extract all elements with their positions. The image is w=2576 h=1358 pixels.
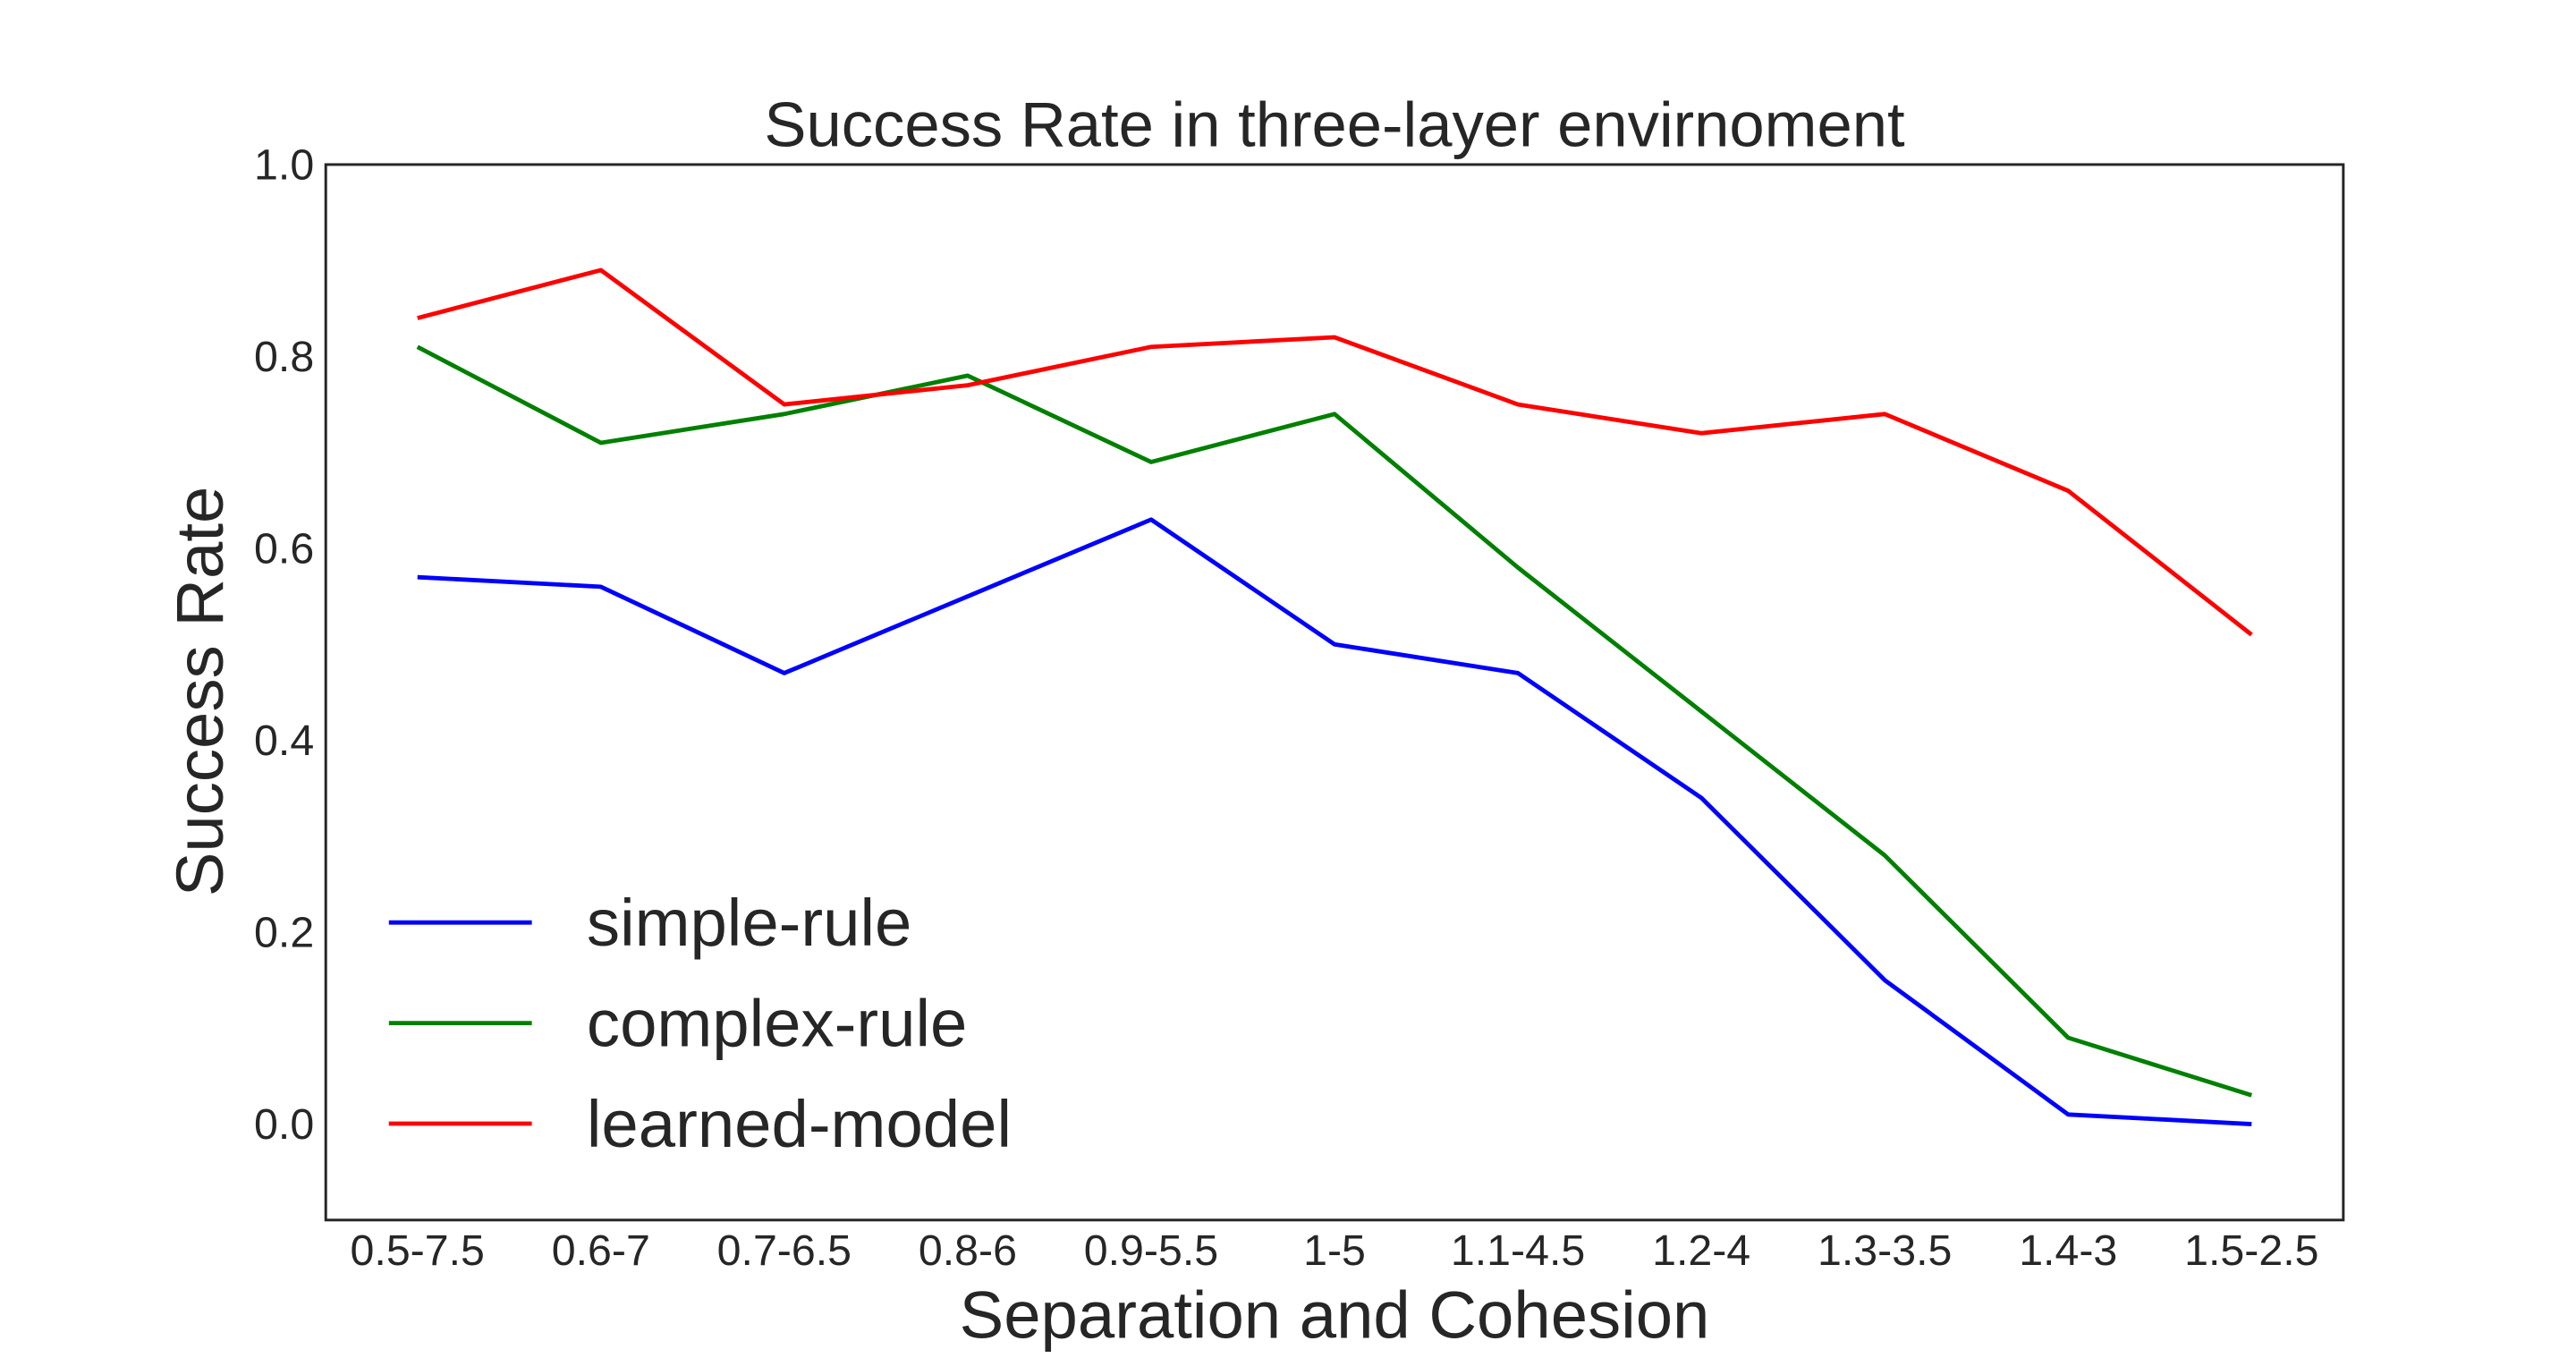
x-tick-label: 0.7-6.5 [717,1226,852,1275]
x-tick-label: 0.9-5.5 [1084,1226,1218,1275]
legend-label: simple-rule [587,886,911,960]
y-tick-label: 0.6 [254,525,314,573]
legend: simple-rule complex-rule learned-model [388,886,1012,1161]
x-tick-label: 0.8-6 [919,1226,1017,1275]
x-tick-label: 1-5 [1303,1226,1366,1275]
plot-frame [324,163,2345,1222]
y-tick-label: 1.0 [254,141,314,190]
y-tick-label: 0.0 [254,1100,314,1149]
legend-label: complex-rule [587,987,967,1061]
x-tick-label: 1.2-4 [1652,1226,1750,1275]
x-tick-label: 0.5-7.5 [351,1226,485,1275]
series-line-learned-model [417,267,2253,637]
x-axis-label: Separation and Cohesion [960,1278,1710,1353]
x-tick-label: 1.1-4.5 [1451,1226,1585,1275]
x-tick-label: 0.6-7 [552,1226,650,1275]
x-tick-label: 1.3-3.5 [1818,1226,1952,1275]
series-line-complex-rule [416,344,2253,1098]
x-tick-label: 1.4-3 [2019,1226,2117,1275]
legend-label: learned-model [587,1087,1012,1161]
x-tick-label: 1.5-2.5 [2184,1226,2318,1275]
y-tick-label: 0.8 [254,333,314,381]
y-tick-label: 0.4 [254,717,314,765]
y-axis-label: Success Rate [163,487,237,896]
y-tick-label: 0.2 [254,909,314,957]
chart-title: Success Rate in three-layer envirnoment [764,89,1905,160]
